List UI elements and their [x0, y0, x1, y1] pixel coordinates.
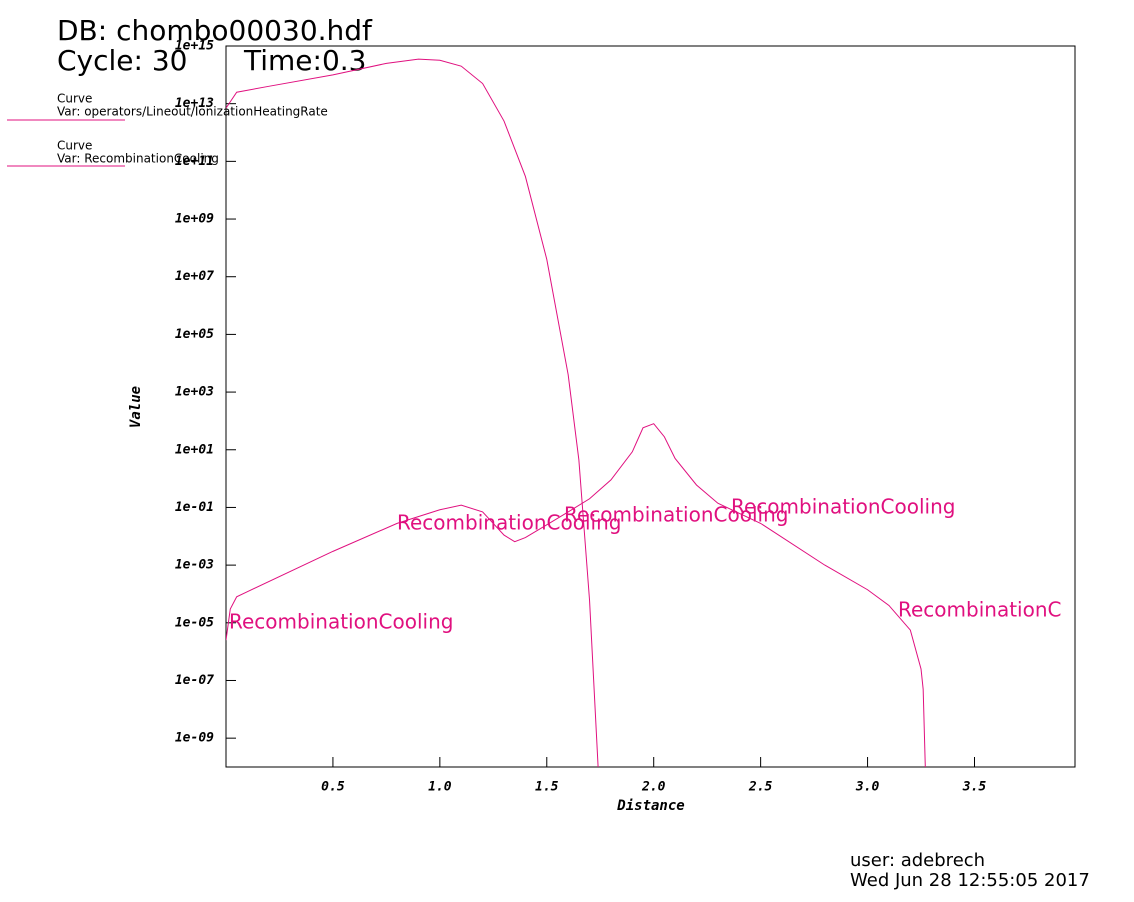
y-tick-label: 1e+11 [175, 154, 214, 169]
legend-title: Curve [57, 139, 92, 153]
y-tick-label: 1e-03 [175, 558, 214, 573]
legend-entry: Var: operators/Lineout/IonizationHeating… [57, 105, 328, 119]
curve-annotation: RecombinationC [898, 598, 1061, 622]
legend-entry: Var: RecombinationCooling [57, 152, 219, 166]
y-tick-label: 1e+01 [175, 442, 214, 457]
y-tick-label: 1e-07 [175, 673, 214, 688]
user-label: user: adebrech [850, 850, 985, 871]
y-tick-label: 1e+09 [175, 212, 214, 227]
y-tick-label: 1e+03 [175, 385, 214, 400]
y-axis-title: Value [128, 386, 144, 428]
legend-title: Curve [57, 92, 92, 106]
plot-area [226, 58, 926, 767]
curve [226, 58, 599, 767]
cycle-label: Cycle: 30 [57, 44, 187, 77]
curve-annotation: RecombinationCooling [564, 503, 788, 527]
y-tick-label: 1e-01 [175, 500, 214, 515]
curve [226, 423, 926, 767]
x-tick-label: 1.5 [535, 780, 559, 795]
date-label: Wed Jun 28 12:55:05 2017 [850, 870, 1090, 891]
x-axis-title: Distance [616, 798, 684, 814]
x-tick-label: 3.0 [855, 780, 880, 795]
time-label: Time:0.3 [243, 44, 367, 77]
x-tick-label: 0.5 [321, 780, 345, 795]
curve-annotation: RecombinationCooling [397, 511, 621, 535]
y-tick-label: 1e-09 [175, 731, 214, 746]
curve-annotation: RecombinationCooling [731, 495, 955, 519]
db-title: DB: chombo00030.hdf [57, 14, 373, 47]
y-tick-label: 1e+05 [175, 327, 214, 342]
y-tick-label: 1e-05 [175, 615, 214, 630]
plot-frame [225, 45, 1076, 768]
x-tick-label: 2.5 [748, 780, 773, 795]
legend: Curve Var: operators/Lineout/IonizationH… [57, 92, 328, 166]
x-tick-label: 2.0 [641, 780, 666, 795]
curve-annotation: RecombinationCooling [229, 610, 453, 634]
x-tick-label: 1.0 [428, 780, 452, 795]
y-tick-label: 1e+13 [175, 96, 214, 111]
x-tick-label: 3.5 [962, 780, 987, 795]
y-tick-label: 1e+07 [175, 269, 214, 284]
y-tick-label: 1e+15 [175, 39, 214, 54]
